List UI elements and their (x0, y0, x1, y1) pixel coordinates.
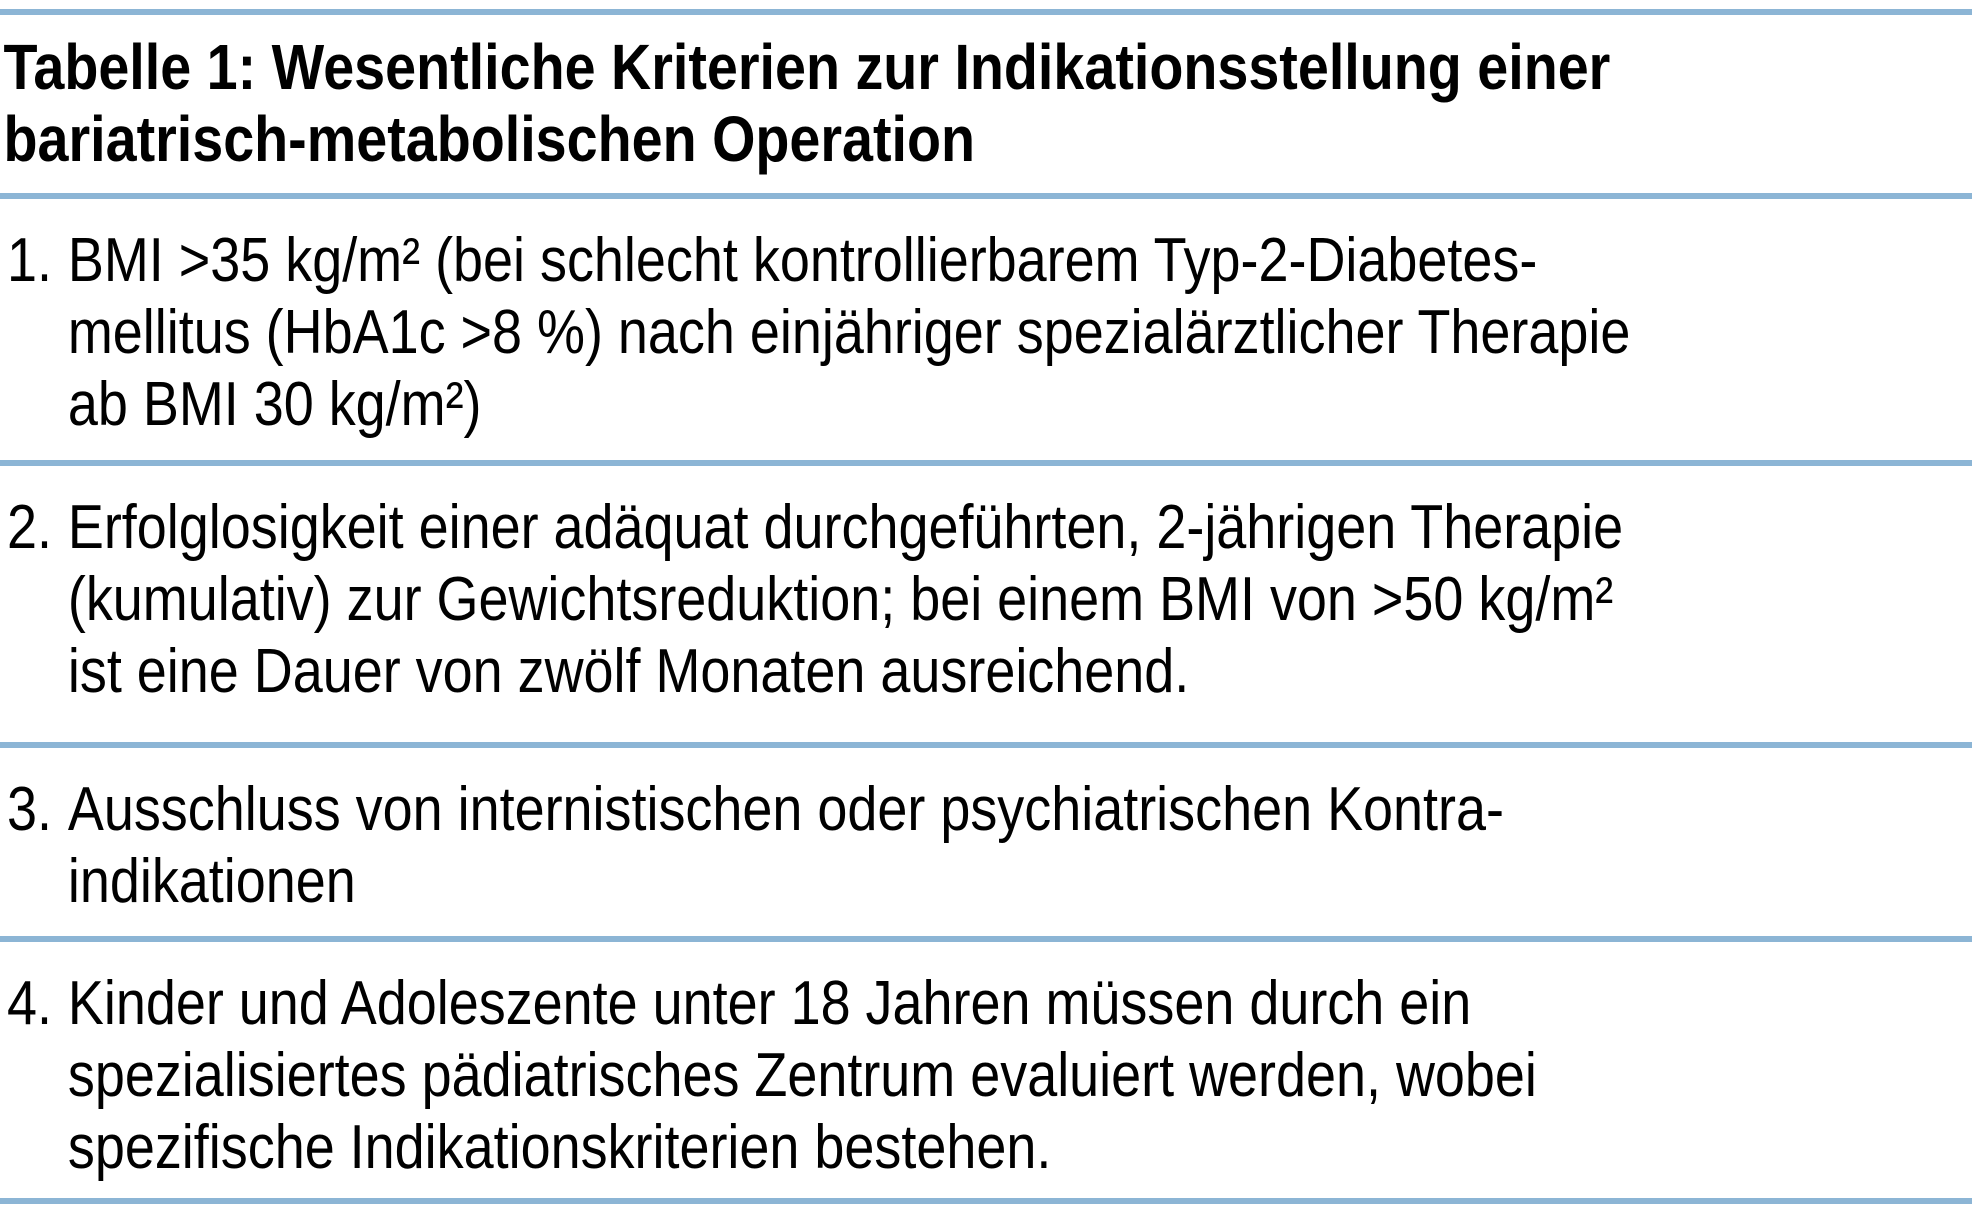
item-line: indikationen (67, 847, 356, 916)
item-line: Erfolglosigkeit einer adäquat durchgefüh… (67, 493, 1624, 562)
item-line: Kinder und Adoleszente unter 18 Jahren m… (67, 969, 1472, 1038)
item-line: (kumulativ) zur Gewichtsreduktion; bei e… (67, 565, 1614, 634)
item-number: 2. (6, 493, 52, 562)
table-title-line-2: bariatrisch-metabolischen Operation (3, 103, 976, 175)
item-line: mellitus (HbA1c >8 %) nach einjähriger s… (67, 298, 1631, 367)
item-line: ist eine Dauer von zwölf Monaten ausreic… (67, 637, 1190, 706)
item-line: Ausschluss von internistischen oder psyc… (67, 775, 1504, 844)
item-line: ab BMI 30 kg/m²) (67, 370, 482, 439)
table-content: Tabelle 1: Wesentliche Kriterien zur Ind… (0, 9, 1972, 1204)
divider (0, 1198, 1972, 1204)
divider (0, 460, 1972, 466)
table-title-line-1: Tabelle 1: Wesentliche Kriterien zur Ind… (3, 31, 1611, 103)
divider (0, 9, 1972, 15)
item-number: 3. (6, 775, 52, 844)
item-line: spezifische Indikationskriterien bestehe… (67, 1113, 1052, 1182)
item-number: 4. (6, 969, 52, 1038)
list-item-4: 4. Kinder und Adoleszente unter 18 Jahre… (0, 942, 1972, 1198)
table-title: Tabelle 1: Wesentliche Kriterien zur Ind… (0, 15, 1972, 193)
list-item-2: 2. Erfolglosigkeit einer adäquat durchge… (0, 466, 1972, 742)
divider (0, 742, 1972, 748)
divider (0, 936, 1972, 942)
item-number: 1. (6, 226, 52, 295)
list-item-1: 1. BMI >35 kg/m² (bei schlecht kontrolli… (0, 199, 1972, 460)
list-item-3: 3. Ausschluss von internistischen oder p… (0, 748, 1972, 936)
divider (0, 193, 1972, 199)
item-line: BMI >35 kg/m² (bei schlecht kontrollierb… (67, 226, 1538, 295)
item-line: spezialisiertes pädiatrisches Zentrum ev… (67, 1041, 1537, 1110)
